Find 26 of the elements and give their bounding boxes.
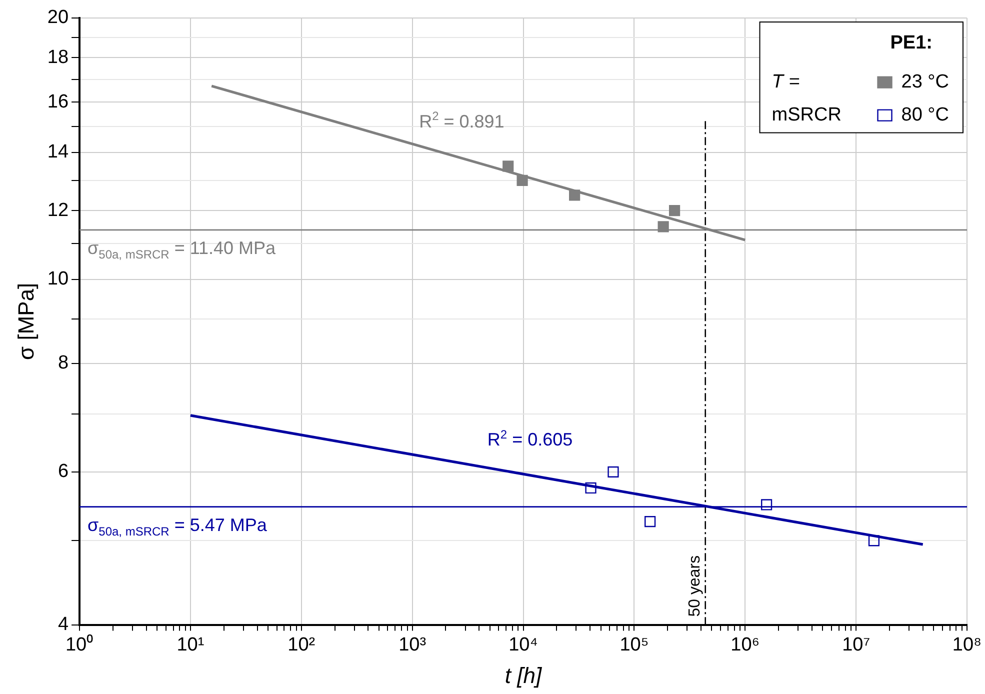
y-tick-label: 20 <box>47 7 69 28</box>
x-tick-label: 10¹ <box>176 634 204 656</box>
y-tick-label: 10 <box>47 268 69 290</box>
ref-line-label: 50 years <box>686 555 704 617</box>
annotation: T = <box>772 72 800 93</box>
x-tick-label: 10⁸ <box>952 634 982 656</box>
y-tick-label: 12 <box>47 200 69 221</box>
x-tick-label: 10² <box>288 634 316 656</box>
y-tick-label: 4 <box>58 614 69 636</box>
x-tick-label: 10⁴ <box>508 634 538 656</box>
legend-label: 80 °C <box>901 104 949 126</box>
y-tick-label: 16 <box>47 91 69 112</box>
y-axis-title: σ [MPa] <box>13 282 38 360</box>
y-tick-label: 14 <box>47 142 69 163</box>
x-tick-label: 10⁶ <box>730 634 760 656</box>
y-tick-label: 8 <box>58 352 69 374</box>
x-tick-label: 10³ <box>398 634 426 656</box>
x-tick-label: 10⁷ <box>842 634 870 656</box>
legend-title: PE1: <box>890 32 933 54</box>
x-tick-label: 10⁰ <box>65 633 94 656</box>
annotation: mSRCR <box>772 104 842 126</box>
y-tick-label: 18 <box>47 46 69 68</box>
x-tick-label: 10⁵ <box>620 634 649 656</box>
y-tick-label: 6 <box>58 461 69 482</box>
legend-label: 23 °C <box>901 72 949 93</box>
x-axis-title: t [h] <box>504 662 542 688</box>
